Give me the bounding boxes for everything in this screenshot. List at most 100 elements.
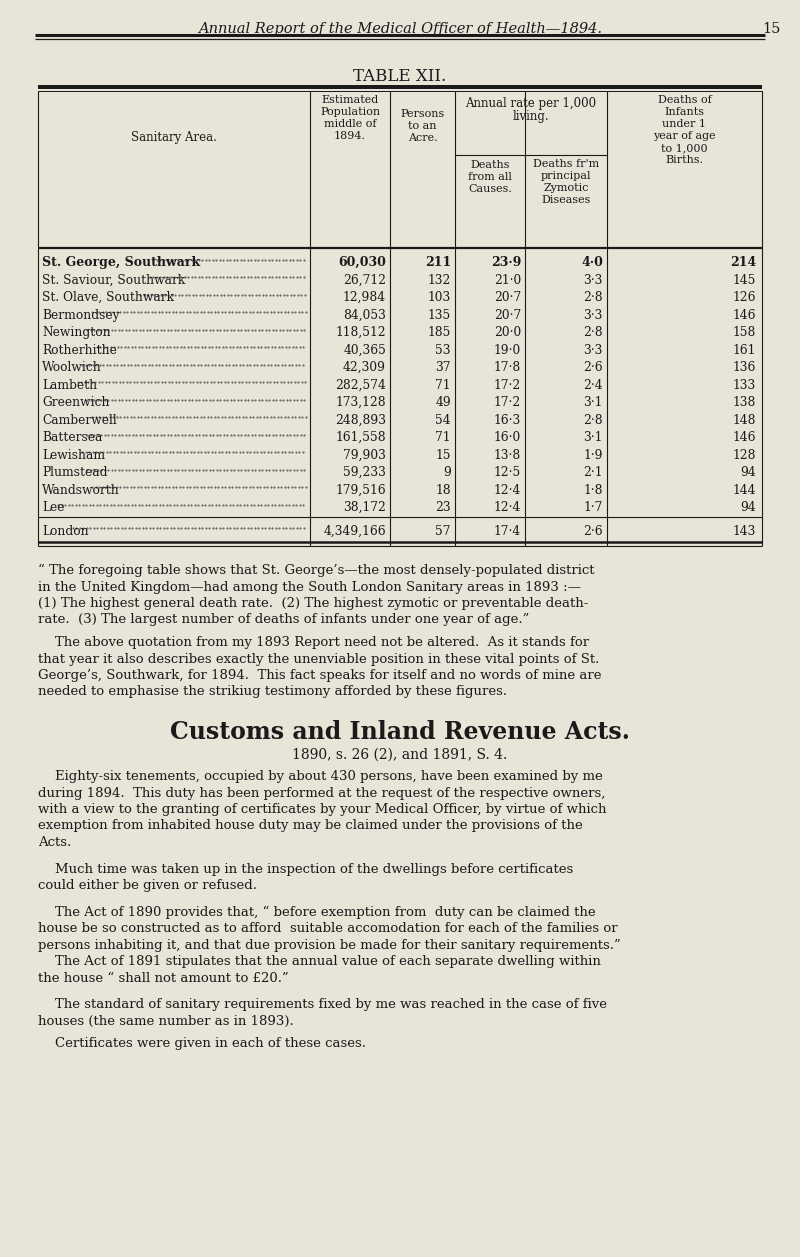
Text: 94: 94 [740,466,756,479]
Text: 173,128: 173,128 [335,396,386,410]
Text: 3·3: 3·3 [584,343,603,357]
Text: principal: principal [541,171,591,181]
Text: house be so constructed as to afford  suitable accomodation for each of the fami: house be so constructed as to afford sui… [38,921,618,935]
Text: 57: 57 [435,524,451,538]
Text: 3·1: 3·1 [584,396,603,410]
Text: in the United Kingdom—had among the South London Sanitary areas in 1893 :—: in the United Kingdom—had among the Sout… [38,581,581,593]
Text: Greenwich: Greenwich [42,396,110,410]
Text: 19·0: 19·0 [494,343,521,357]
Text: “ The foregoing table shows that St. George’s—the most densely-populated distric: “ The foregoing table shows that St. Geo… [38,564,594,577]
Text: 13·8: 13·8 [494,449,521,461]
Text: 21·0: 21·0 [494,274,521,287]
Text: 60,030: 60,030 [338,256,386,269]
Text: Infants: Infants [665,107,705,117]
Text: 40,365: 40,365 [343,343,386,357]
Text: to an: to an [408,121,437,131]
Text: 23: 23 [435,502,451,514]
Text: could either be given or refused.: could either be given or refused. [38,879,257,892]
Text: The Act of 1891 stipulates that the annual value of each separate dwelling withi: The Act of 1891 stipulates that the annu… [38,955,601,968]
Text: houses (the same number as in 1893).: houses (the same number as in 1893). [38,1014,294,1027]
Text: 133: 133 [733,378,756,392]
Text: 26,712: 26,712 [343,274,386,287]
Text: 12·4: 12·4 [494,502,521,514]
Text: 20·7: 20·7 [494,292,521,304]
Text: persons inhabiting it, and that due provision be made for their sanitary require: persons inhabiting it, and that due prov… [38,939,621,952]
Text: Much time was taken up in the inspection of the dwellings before certificates: Much time was taken up in the inspection… [38,862,574,875]
Text: 4·0: 4·0 [581,256,603,269]
Text: 179,516: 179,516 [335,484,386,497]
Text: rate.  (3) The largest number of deaths of infants under one year of age.”: rate. (3) The largest number of deaths o… [38,613,530,626]
Text: 38,172: 38,172 [343,502,386,514]
Text: 1·9: 1·9 [583,449,603,461]
Text: Bermondsey: Bermondsey [42,309,119,322]
Text: to 1,000: to 1,000 [661,143,708,153]
Text: 3·3: 3·3 [584,274,603,287]
Text: Acts.: Acts. [38,836,71,848]
Text: 59,233: 59,233 [343,466,386,479]
Text: Customs and Inland Revenue Acts.: Customs and Inland Revenue Acts. [170,720,630,744]
Text: Annual rate per 1,000: Annual rate per 1,000 [466,97,597,111]
Text: Acre.: Acre. [408,133,438,143]
Text: 248,893: 248,893 [335,414,386,426]
Text: 2·6: 2·6 [583,361,603,375]
Text: 128: 128 [733,449,756,461]
Text: 12,984: 12,984 [343,292,386,304]
Text: 282,574: 282,574 [335,378,386,392]
Text: London: London [42,524,89,538]
Text: Zymotic: Zymotic [543,184,589,194]
Text: 49: 49 [435,396,451,410]
Text: needed to emphasise the strikiug testimony afforded by these figures.: needed to emphasise the strikiug testimo… [38,685,507,699]
Text: Causes.: Causes. [468,184,512,194]
Text: The Act of 1890 provides that, “ before exemption from  duty can be claimed the: The Act of 1890 provides that, “ before … [38,905,596,919]
Text: 79,903: 79,903 [343,449,386,461]
Text: Deaths fr'm: Deaths fr'm [533,158,599,168]
Text: 214: 214 [730,256,756,269]
Text: St. Saviour, Southwark: St. Saviour, Southwark [42,274,186,287]
Text: 71: 71 [435,431,451,444]
Text: 161: 161 [733,343,756,357]
Text: with a view to the granting of certificates by your Medical Officer, by virtue o: with a view to the granting of certifica… [38,803,606,816]
Text: Sanitary Area.: Sanitary Area. [131,131,217,145]
Text: 118,512: 118,512 [335,327,386,339]
Text: exemption from inhabited house duty may be claimed under the provisions of the: exemption from inhabited house duty may … [38,820,582,832]
Text: 17·4: 17·4 [494,524,521,538]
Text: the house “ shall not amount to £20.”: the house “ shall not amount to £20.” [38,972,289,984]
Text: from all: from all [468,172,512,182]
Text: George’s, Southwark, for 1894.  This fact speaks for itself and no words of mine: George’s, Southwark, for 1894. This fact… [38,669,602,683]
Text: 17·2: 17·2 [494,396,521,410]
Text: 37: 37 [435,361,451,375]
Text: 145: 145 [733,274,756,287]
Text: 2·6: 2·6 [583,524,603,538]
Text: 15: 15 [762,23,780,36]
Text: during 1894.  This duty has been performed at the request of the respective owne: during 1894. This duty has been performe… [38,787,606,799]
Text: 1·8: 1·8 [583,484,603,497]
Text: 42,309: 42,309 [343,361,386,375]
Text: Births.: Births. [666,155,703,165]
Text: 16·0: 16·0 [494,431,521,444]
Text: 136: 136 [733,361,756,375]
Text: 158: 158 [733,327,756,339]
Text: 23·9: 23·9 [490,256,521,269]
Text: 16·3: 16·3 [494,414,521,426]
Text: 132: 132 [428,274,451,287]
Text: 161,558: 161,558 [335,431,386,444]
Text: 4,349,166: 4,349,166 [323,524,386,538]
Text: year of age: year of age [653,131,716,141]
Text: 2·8: 2·8 [583,414,603,426]
Text: Battersea: Battersea [42,431,102,444]
Text: Population: Population [320,107,380,117]
Text: St. Olave, Southwark: St. Olave, Southwark [42,292,174,304]
Text: middle of: middle of [324,119,376,129]
Text: Newington: Newington [42,327,110,339]
Text: Wandsworth: Wandsworth [42,484,120,497]
Text: Camberwell: Camberwell [42,414,117,426]
Text: under 1: under 1 [662,119,706,129]
Text: 53: 53 [435,343,451,357]
Text: that year it also describes exactly the unenviable position in these vital point: that year it also describes exactly the … [38,652,599,665]
Text: 103: 103 [428,292,451,304]
Text: 1894.: 1894. [334,131,366,141]
Text: 17·8: 17·8 [494,361,521,375]
Text: 71: 71 [435,378,451,392]
Text: 126: 126 [733,292,756,304]
Text: Persons: Persons [400,109,445,119]
